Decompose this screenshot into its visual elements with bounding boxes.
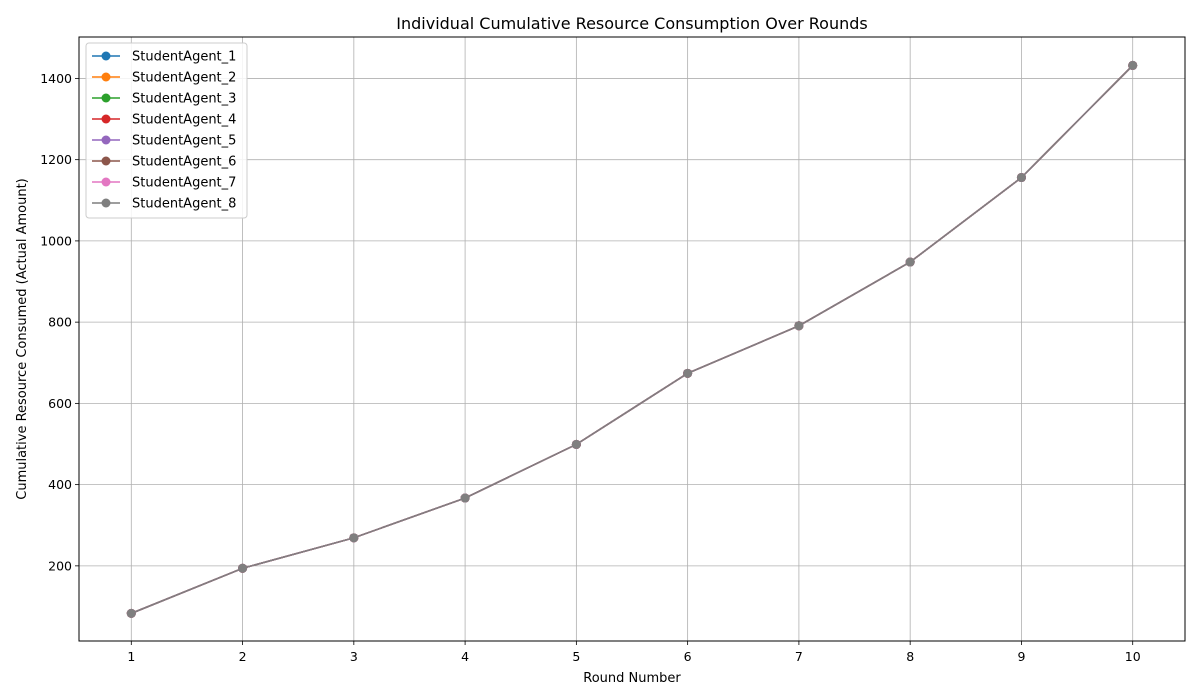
legend-item: StudentAgent_6 [92, 155, 236, 170]
series-StudentAgent_4 [126, 60, 1138, 618]
legend-item: StudentAgent_7 [92, 176, 236, 191]
series-StudentAgent_6 [126, 60, 1138, 618]
y-tick-label: 1000 [40, 233, 72, 248]
x-tick-label: 9 [1017, 649, 1025, 664]
legend-swatch-marker [101, 114, 111, 124]
x-tick-label: 3 [350, 649, 358, 664]
legend-box [85, 42, 248, 219]
legend-item: StudentAgent_3 [92, 92, 236, 107]
legend-swatch-marker [101, 72, 111, 82]
y-tick-label: 1400 [40, 71, 72, 86]
data-point [794, 321, 804, 331]
legend-item: StudentAgent_2 [92, 71, 236, 86]
data-point [349, 533, 359, 543]
legend-label: StudentAgent_1 [132, 50, 236, 65]
data-point [1016, 173, 1026, 183]
legend-item: StudentAgent_1 [92, 50, 236, 65]
series-StudentAgent_8 [126, 60, 1138, 618]
legend-item: StudentAgent_4 [92, 113, 236, 128]
legend-swatch-marker [101, 135, 111, 145]
series-line [131, 64, 1134, 615]
legend-label: StudentAgent_3 [132, 92, 236, 107]
y-tick-label: 400 [48, 477, 72, 492]
data-point [905, 257, 915, 267]
x-tick-label: 2 [239, 649, 247, 664]
chart-title: Individual Cumulative Resource Consumpti… [396, 14, 867, 33]
legend-label: StudentAgent_7 [132, 176, 236, 191]
series-line [131, 64, 1134, 615]
plot-frame [78, 36, 1186, 642]
y-axis: 200 400 600 800 1000 1200 1400 [40, 71, 79, 573]
x-axis: 1 2 3 4 5 6 7 8 9 10 [127, 641, 1141, 664]
series-StudentAgent_7 [126, 60, 1138, 618]
series-layer [126, 60, 1138, 618]
y-axis-label: Cumulative Resource Consumed (Actual Amo… [15, 178, 30, 500]
data-point [1128, 60, 1138, 70]
data-point [460, 493, 470, 503]
series-line [131, 64, 1134, 615]
x-tick-label: 1 [127, 649, 135, 664]
x-tick-label: 8 [906, 649, 914, 664]
legend-label: StudentAgent_5 [132, 134, 236, 149]
x-tick-label: 10 [1125, 649, 1141, 664]
series-line [131, 64, 1134, 615]
legend: StudentAgent_1 StudentAgent_2 StudentAgent… [85, 42, 248, 219]
legend-swatch-marker [101, 93, 111, 103]
x-tick-label: 4 [461, 649, 469, 664]
series-StudentAgent_1 [126, 60, 1138, 618]
grid-lines [79, 37, 1185, 641]
series-line [131, 64, 1134, 615]
y-tick-label: 800 [48, 315, 72, 330]
x-tick-label: 7 [795, 649, 803, 664]
y-tick-label: 200 [48, 558, 72, 573]
legend-swatch-marker [101, 177, 111, 187]
series-line [131, 64, 1134, 615]
data-point [238, 563, 248, 573]
legend-label: StudentAgent_2 [132, 71, 236, 86]
legend-label: StudentAgent_6 [132, 155, 236, 170]
y-tick-label: 1200 [40, 152, 72, 167]
legend-label: StudentAgent_4 [132, 113, 236, 128]
series-StudentAgent_2 [126, 60, 1138, 618]
data-point [683, 368, 693, 378]
x-tick-label: 6 [684, 649, 692, 664]
legend-item: StudentAgent_8 [92, 197, 236, 212]
series-StudentAgent_3 [126, 60, 1138, 618]
x-axis-label: Round Number [583, 671, 681, 686]
y-tick-label: 600 [48, 396, 72, 411]
x-tick-label: 5 [572, 649, 580, 664]
series-line [131, 64, 1134, 615]
data-point [126, 608, 136, 618]
legend-item: StudentAgent_5 [92, 134, 236, 149]
legend-swatch-marker [101, 51, 111, 61]
legend-swatch-marker [101, 156, 111, 166]
legend-label: StudentAgent_8 [132, 197, 236, 212]
series-StudentAgent_5 [126, 60, 1138, 618]
legend-swatch-marker [101, 198, 111, 208]
data-point [571, 439, 581, 449]
series-line [131, 64, 1134, 615]
